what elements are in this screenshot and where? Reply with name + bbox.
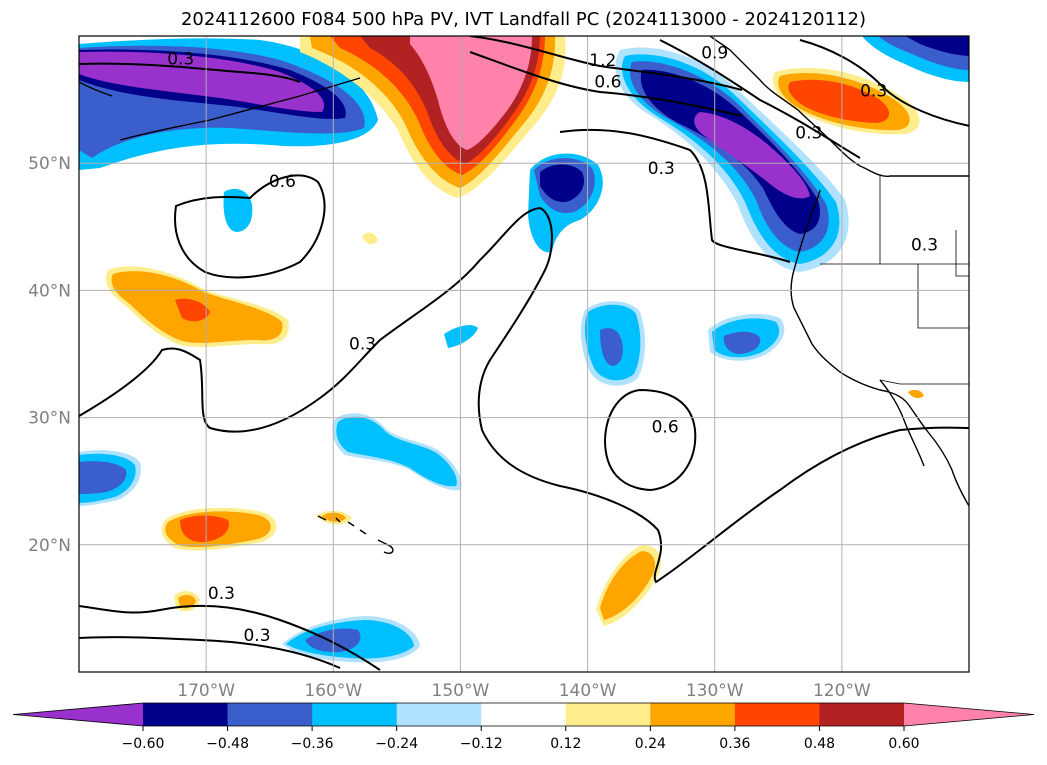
- lon-tick-label: 150°W: [432, 681, 490, 701]
- negative-anomaly-region: [336, 416, 457, 487]
- positive-anomaly-region: [788, 79, 890, 123]
- contour-label: 0.3: [349, 335, 376, 355]
- lon-tick-label: 160°W: [304, 681, 362, 701]
- negative-anomaly-region: [79, 461, 127, 494]
- negative-anomaly-region: [223, 188, 253, 232]
- contour-label: 0.6: [652, 417, 679, 437]
- pv-contour-line: [603, 388, 697, 492]
- colorbar-tick-label: −0.12: [460, 736, 503, 752]
- colorbar-tick-label: 0.12: [550, 736, 581, 752]
- colorbar-tick-label: 0.48: [804, 736, 835, 752]
- contour-label: 0.3: [243, 626, 270, 646]
- state-border: [879, 379, 969, 385]
- colorbar-segment: [481, 703, 567, 726]
- lat-tick-label: 30°N: [28, 409, 71, 429]
- pv-contour-line: [174, 174, 326, 279]
- positive-anomaly-region: [175, 298, 210, 322]
- pv-contour-line: [469, 36, 743, 91]
- negative-anomaly-region: [444, 325, 478, 348]
- colorbar-tick-label: −0.48: [206, 736, 249, 752]
- lat-tick-label: 40°N: [28, 281, 71, 301]
- pv-contour-layer: [79, 36, 969, 671]
- north-america-coastline: [709, 36, 969, 178]
- colorbar-tick-label: 0.36: [719, 736, 750, 752]
- map-frame: [78, 35, 970, 673]
- lon-tick-label: 120°W: [813, 681, 871, 701]
- pv-contour-line: [559, 128, 791, 263]
- negative-anomaly-region: [305, 628, 361, 653]
- political-borders-layer: [820, 176, 969, 385]
- colorbar-segment: [734, 703, 820, 726]
- north-america-coastline: [879, 379, 925, 467]
- colorbar-tick-label: −0.36: [291, 736, 334, 752]
- positive-anomaly-region: [410, 36, 532, 150]
- colorbar: −0.60 −0.48 −0.36 −0.24 −0.12 0.12 0.24 0.36 0.4…: [12, 702, 1035, 752]
- negative-anomaly-region: [540, 164, 585, 203]
- positive-anomaly-region: [600, 551, 655, 620]
- lon-tick-label: 170°W: [177, 681, 235, 701]
- positive-anomaly-region: [180, 515, 229, 543]
- contour-label: 0.3: [208, 584, 235, 604]
- north-america-coastline: [790, 189, 969, 507]
- colorbar-segment: [819, 703, 905, 726]
- state-border: [917, 264, 969, 329]
- contour-label: 0.9: [701, 43, 728, 63]
- lon-tick-label: 140°W: [559, 681, 617, 701]
- pv-contour-line: [79, 206, 969, 584]
- map-gridlines: [79, 36, 969, 672]
- colorbar-tick-label: 0.24: [635, 736, 666, 752]
- map-axis-labels: 20°N 30°N 40°N 50°N 170°W 160°W 150°W 140°W 130°…: [28, 154, 871, 701]
- colorbar-segment: [312, 703, 398, 726]
- positive-anomaly-region: [322, 512, 346, 522]
- lat-tick-label: 20°N: [28, 536, 71, 556]
- pc-shading-layer: [79, 36, 969, 663]
- coastline-layer: [79, 36, 969, 555]
- alaska-coastline: [79, 81, 113, 97]
- negative-anomaly-region: [79, 51, 325, 112]
- contour-label: 0.3: [795, 123, 822, 143]
- contour-label: 0.3: [648, 159, 675, 179]
- pv-contour-labels: 0.3 1.2 0.9 0.6 0.6 0.3 0.3 0.3 0.3 0.3 0.6 0.3 0.3: [167, 43, 938, 646]
- positive-anomaly-region: [362, 232, 378, 245]
- pv-contour-line: [469, 51, 743, 117]
- alaska-peninsula-coastline: [119, 77, 361, 141]
- contour-label: 0.3: [167, 50, 194, 70]
- lon-tick-label: 130°W: [686, 681, 744, 701]
- state-border: [955, 230, 969, 277]
- negative-anomaly-region: [723, 331, 761, 354]
- pv-contour-line: [799, 39, 969, 127]
- colorbar-tick-label: −0.24: [375, 736, 418, 752]
- negative-anomaly-region: [694, 112, 810, 199]
- colorbar-segment: [143, 703, 229, 726]
- colorbar-segment: [565, 703, 651, 726]
- colorbar-extend-high: [904, 703, 1034, 726]
- contour-label: 0.3: [860, 82, 887, 102]
- colorbar-extend-low: [13, 703, 143, 726]
- pv-contour-line: [659, 39, 861, 159]
- pv-contour-line: [79, 62, 301, 83]
- colorbar-tick-label: −0.60: [122, 736, 165, 752]
- positive-anomaly-region: [908, 389, 924, 399]
- colorbar-segment: [650, 703, 736, 726]
- lat-tick-label: 50°N: [28, 154, 71, 174]
- contour-label: 0.6: [594, 73, 621, 93]
- contour-label: 0.3: [911, 235, 938, 255]
- negative-anomaly-region: [905, 36, 969, 56]
- negative-anomaly-region: [600, 328, 623, 366]
- contour-label: 0.6: [269, 172, 296, 192]
- positive-anomaly-region: [178, 594, 196, 609]
- contour-label: 1.2: [589, 51, 616, 71]
- colorbar-segment: [227, 703, 313, 726]
- hawaii-islands: [317, 515, 394, 555]
- figure-title: 2024112600 F084 500 hPa PV, IVT Landfall…: [180, 9, 867, 30]
- colorbar-tick-label: 0.60: [888, 736, 919, 752]
- pv-contour-line: [79, 636, 341, 669]
- colorbar-segment: [396, 703, 482, 726]
